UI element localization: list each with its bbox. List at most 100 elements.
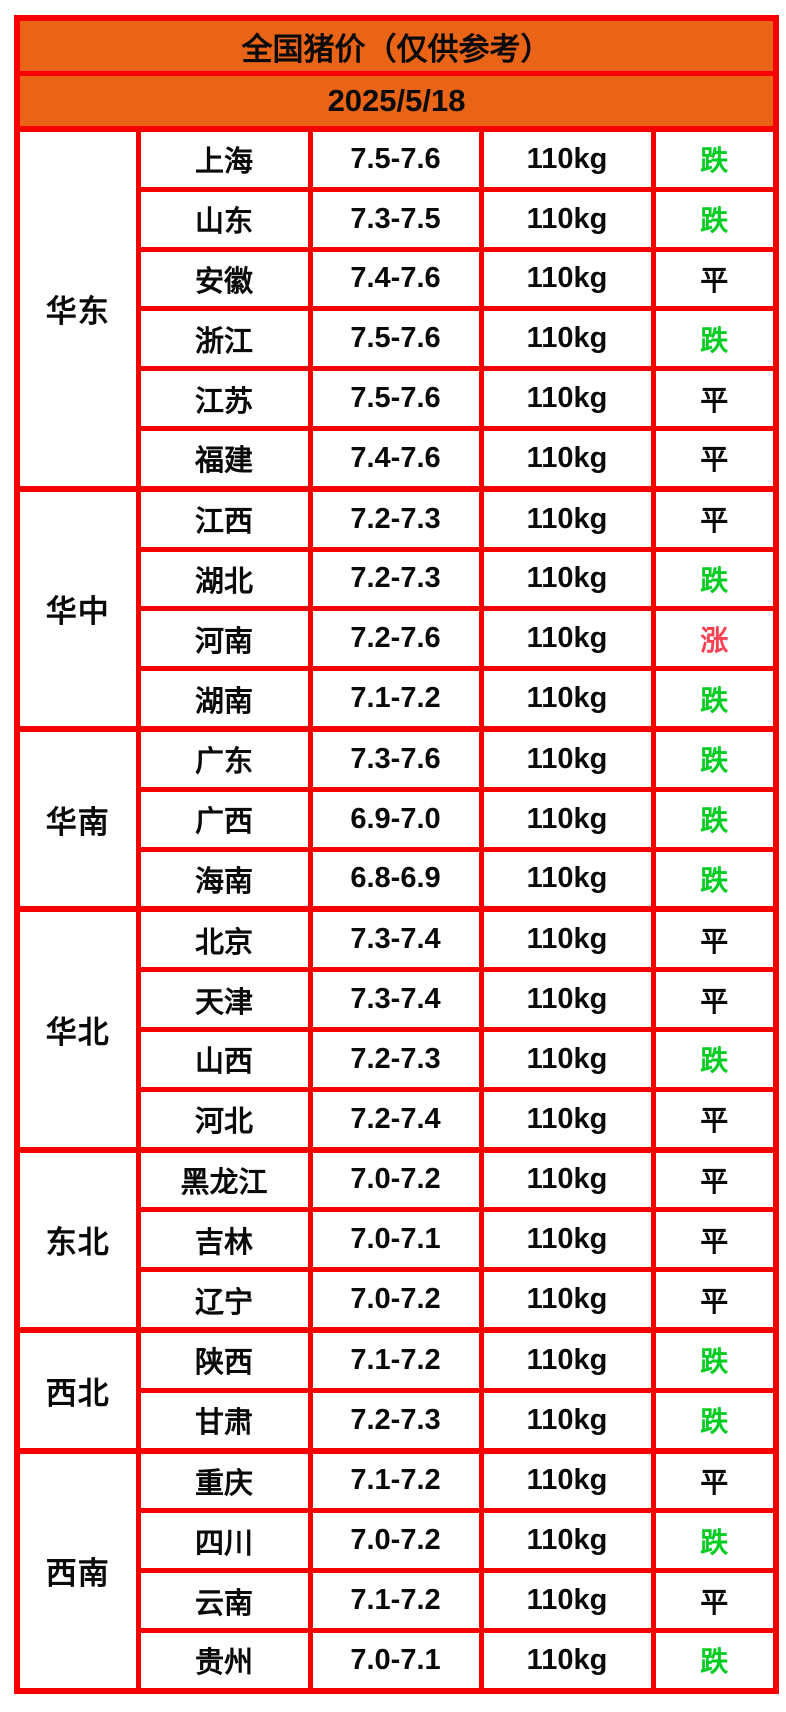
weight-cell: 110kg [478, 967, 656, 1032]
weight-cell: 110kg [478, 546, 656, 612]
weight-cell: 110kg [478, 1267, 656, 1333]
province-cell: 黑龙江 [135, 1146, 313, 1213]
table-row: 河北 7.2-7.4 110kg 平 [17, 1086, 779, 1153]
weight-cell: 110kg [478, 666, 656, 732]
region-cell: 华南 [14, 725, 141, 912]
province-cell: 江苏 [135, 366, 313, 431]
table-row: 云南 7.1-7.2 110kg 平 [17, 1568, 779, 1633]
trend-cell: 跌 [650, 1026, 779, 1092]
table-row: 山西 7.2-7.3 110kg 跌 [17, 1026, 779, 1092]
table-row: 华东 上海 7.5-7.6 110kg 跌 [14, 125, 779, 492]
price-cell: 7.2-7.3 [307, 546, 484, 612]
weight-cell: 110kg [478, 786, 656, 852]
province-cell: 陕西 [135, 1326, 313, 1393]
province-cell: 四川 [135, 1508, 313, 1574]
province-cell: 河北 [135, 1086, 313, 1153]
price-cell: 7.2-7.6 [307, 606, 484, 672]
price-cell: 7.1-7.2 [307, 1326, 484, 1393]
region-cell: 华东 [14, 126, 141, 492]
table-row: 贵州 7.0-7.1 110kg 跌 [17, 1627, 779, 1694]
province-cell: 天津 [135, 967, 313, 1032]
table-row: 华南 广东 7.3-7.6 110kg 跌 [14, 725, 779, 912]
province-cell: 海南 [135, 846, 313, 912]
trend-cell: 跌 [650, 725, 779, 792]
weight-cell: 110kg [478, 1387, 656, 1454]
weight-cell: 110kg [478, 906, 656, 973]
province-cell: 贵州 [135, 1627, 313, 1694]
trend-cell: 平 [650, 1146, 779, 1213]
trend-cell: 跌 [650, 786, 779, 852]
trend-cell: 平 [650, 1086, 779, 1153]
weight-cell: 110kg [478, 1086, 656, 1153]
weight-cell: 110kg [478, 485, 656, 552]
trend-cell: 平 [650, 967, 779, 1032]
table-row: 西北 陕西 7.1-7.2 110kg 跌 [14, 1326, 779, 1454]
weight-cell: 110kg [478, 1326, 656, 1393]
province-cell: 甘肃 [135, 1387, 313, 1454]
region-cell: 西南 [14, 1447, 141, 1694]
table-row: 湖南 7.1-7.2 110kg 跌 [17, 666, 779, 732]
weight-cell: 110kg [478, 366, 656, 431]
province-cell: 上海 [135, 125, 313, 192]
table-row: 湖北 7.2-7.3 110kg 跌 [17, 546, 779, 612]
trend-cell: 平 [650, 1207, 779, 1273]
trend-cell: 平 [650, 1568, 779, 1633]
table-row: 华中 江西 7.2-7.3 110kg 平 [14, 485, 779, 732]
price-cell: 7.1-7.2 [307, 1447, 484, 1514]
region-cell: 西北 [14, 1326, 141, 1454]
weight-cell: 110kg [478, 1026, 656, 1092]
trend-cell: 跌 [650, 1387, 779, 1454]
pig-price-table: 全国猪价（仅供参考） 2025/5/18 华东 上海 7.5-7.6 110kg 跌山东… [14, 15, 780, 1694]
price-cell: 7.2-7.4 [307, 1086, 484, 1153]
price-cell: 7.0-7.1 [307, 1207, 484, 1273]
weight-cell: 110kg [478, 1146, 656, 1213]
province-cell: 山东 [135, 186, 313, 252]
province-cell: 福建 [135, 425, 313, 492]
province-cell: 辽宁 [135, 1267, 313, 1333]
price-cell: 7.0-7.2 [307, 1146, 484, 1213]
table-row: 山东 7.3-7.5 110kg 跌 [17, 186, 779, 252]
province-cell: 浙江 [135, 306, 313, 372]
table-row: 吉林 7.0-7.1 110kg 平 [17, 1207, 779, 1273]
table-row: 江苏 7.5-7.6 110kg 平 [17, 366, 779, 431]
province-cell: 湖北 [135, 546, 313, 612]
province-cell: 山西 [135, 1026, 313, 1092]
price-cell: 7.0-7.1 [307, 1627, 484, 1694]
price-cell: 7.2-7.3 [307, 1387, 484, 1454]
price-cell: 7.4-7.6 [307, 425, 484, 492]
weight-cell: 110kg [478, 186, 656, 252]
price-cell: 7.5-7.6 [307, 306, 484, 372]
table-row: 辽宁 7.0-7.2 110kg 平 [17, 1267, 779, 1333]
province-cell: 云南 [135, 1568, 313, 1633]
price-cell: 7.3-7.4 [307, 967, 484, 1032]
trend-cell: 平 [650, 366, 779, 431]
weight-cell: 110kg [478, 1508, 656, 1574]
weight-cell: 110kg [478, 425, 656, 492]
table-row: 东北 黑龙江 7.0-7.2 110kg 平 [14, 1146, 779, 1333]
trend-cell: 跌 [650, 546, 779, 612]
table-row: 河南 7.2-7.6 110kg 涨 [17, 606, 779, 672]
table-row: 安徽 7.4-7.6 110kg 平 [17, 246, 779, 312]
trend-cell: 跌 [650, 1326, 779, 1393]
weight-cell: 110kg [478, 1627, 656, 1694]
price-cell: 7.3-7.6 [307, 725, 484, 792]
trend-cell: 跌 [650, 846, 779, 912]
weight-cell: 110kg [478, 846, 656, 912]
table-date: 2025/5/18 [14, 71, 779, 132]
province-cell: 重庆 [135, 1447, 313, 1514]
price-cell: 6.9-7.0 [307, 786, 484, 852]
table-row: 天津 7.3-7.4 110kg 平 [17, 967, 779, 1032]
weight-cell: 110kg [478, 606, 656, 672]
weight-cell: 110kg [478, 306, 656, 372]
province-cell: 湖南 [135, 666, 313, 732]
province-cell: 河南 [135, 606, 313, 672]
trend-cell: 跌 [650, 125, 779, 192]
price-cell: 7.2-7.3 [307, 1026, 484, 1092]
province-cell: 广西 [135, 786, 313, 852]
trend-cell: 平 [650, 906, 779, 973]
table-row: 四川 7.0-7.2 110kg 跌 [17, 1508, 779, 1574]
price-cell: 7.5-7.6 [307, 366, 484, 431]
table-row: 浙江 7.5-7.6 110kg 跌 [17, 306, 779, 372]
weight-cell: 110kg [478, 1447, 656, 1514]
